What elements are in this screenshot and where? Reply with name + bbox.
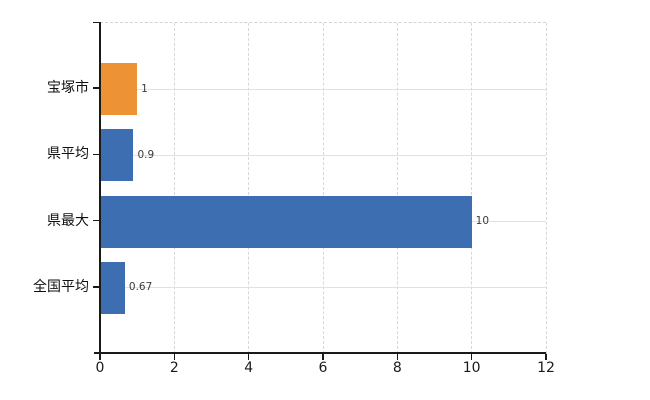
x-tick-label: 4 [244, 360, 254, 376]
x-axis-tick [396, 353, 399, 360]
x-tick-label: 10 [462, 360, 481, 376]
vertical-gridline [471, 23, 473, 354]
vertical-gridline [173, 23, 175, 354]
y-axis-tick [93, 286, 99, 288]
x-tick-label: 2 [169, 360, 179, 376]
y-axis-tick [93, 219, 99, 222]
bar [100, 63, 138, 116]
bar-value-label: 0.67 [128, 281, 153, 294]
x-axis-line [94, 352, 546, 354]
category-label: 宝塚市 [47, 80, 89, 97]
y-axis-tick [93, 21, 99, 23]
vertical-gridline [322, 23, 324, 354]
horizontal-gridline [100, 287, 546, 289]
category-label: 県平均 [47, 146, 89, 163]
horizontal-gridline [100, 88, 546, 90]
x-tick-label: 0 [95, 360, 105, 376]
y-axis-tick [93, 153, 99, 156]
x-axis-tick [470, 353, 473, 360]
vertical-gridline [396, 23, 398, 354]
category-label: 県最大 [47, 212, 89, 229]
x-axis-tick [322, 353, 324, 360]
bar [100, 195, 472, 248]
x-axis-tick [247, 353, 250, 360]
bar [100, 129, 134, 182]
x-tick-label: 12 [537, 360, 555, 376]
x-tick-label: 6 [318, 360, 328, 376]
x-tick-label: 8 [392, 360, 402, 376]
x-axis-tick [99, 353, 101, 360]
horizontal-gridline [100, 154, 546, 156]
x-axis-tick [545, 353, 547, 360]
bar [100, 261, 125, 314]
bar-value-label: 0.9 [137, 148, 155, 161]
bar-value-label: 1 [141, 82, 148, 95]
y-axis-tick [93, 87, 99, 89]
y-axis-line [99, 22, 101, 354]
plot-area: 1 0.9 10 0.67 [100, 22, 547, 354]
vertical-gridline [545, 23, 547, 354]
vertical-gridline [248, 23, 250, 354]
bar-value-label: 10 [475, 215, 490, 228]
x-axis-tick [173, 353, 176, 360]
category-label: 全国平均 [33, 278, 89, 295]
